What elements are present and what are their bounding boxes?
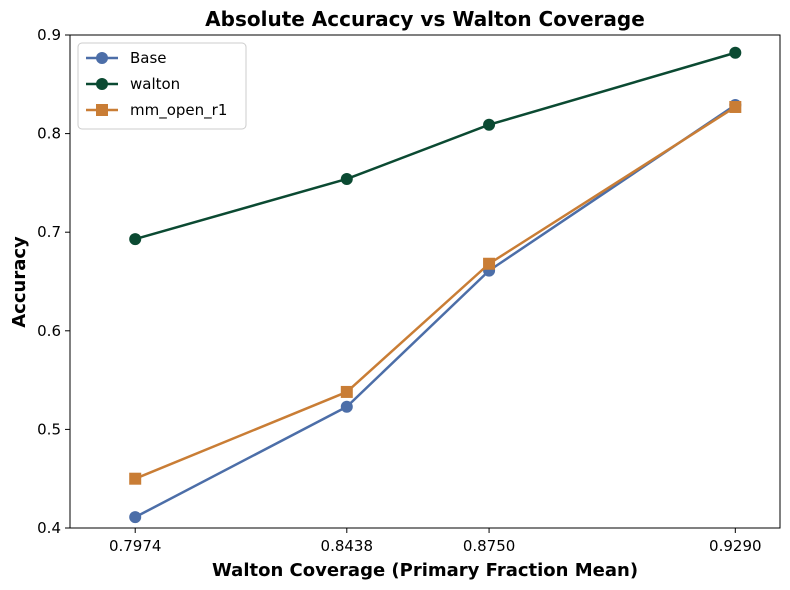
y-tick-label: 0.5 xyxy=(37,420,61,438)
series-line-walton xyxy=(134,51,736,241)
data-point-base xyxy=(340,400,353,413)
data-point-mm-open-r1 xyxy=(340,385,353,398)
x-tick-label: 0.8750 xyxy=(463,537,516,555)
legend-item-mm-open-r1: mm_open_r1 xyxy=(86,101,227,120)
y-axis-label: Accuracy xyxy=(9,236,30,328)
data-point-mm-open-r1 xyxy=(483,257,496,270)
legend-marker xyxy=(96,78,108,90)
legend-label: walton xyxy=(130,75,180,93)
legend-item-walton: walton xyxy=(86,75,180,93)
legend-box xyxy=(77,42,247,130)
y-tick-label: 0.4 xyxy=(37,519,61,537)
legend: Base walton mm_open_r1 xyxy=(77,42,247,130)
legend-label: mm_open_r1 xyxy=(130,101,227,120)
data-point-walton xyxy=(129,233,142,246)
data-point-walton xyxy=(340,172,353,185)
x-tick-label: 0.7974 xyxy=(109,537,162,555)
data-point-walton xyxy=(483,118,496,131)
y-tick-label: 0.8 xyxy=(37,125,61,143)
legend-marker xyxy=(96,52,108,64)
y-tick-label: 0.6 xyxy=(37,322,61,340)
data-point-walton xyxy=(729,46,742,59)
series-mm-open-r1 xyxy=(129,100,742,485)
legend-label: Base xyxy=(130,49,167,67)
legend-marker xyxy=(96,104,108,116)
series-line-base xyxy=(134,103,737,519)
series-line-mm-open-r1 xyxy=(134,105,736,480)
series-walton xyxy=(129,46,742,246)
data-point-mm-open-r1 xyxy=(129,472,142,485)
y-tick-label: 0.7 xyxy=(37,223,61,241)
data-point-base xyxy=(129,511,142,524)
legend-item-base: Base xyxy=(86,49,167,67)
data-point-mm-open-r1 xyxy=(729,100,742,113)
axes: 0.4 0.5 0.6 0.7 0.8 0.9 0.7974 0.8438 0.8750 0.92… xyxy=(37,26,761,555)
series-group xyxy=(129,46,742,524)
chart-title: Absolute Accuracy vs Walton Coverage xyxy=(205,7,645,31)
x-tick-label: 0.8438 xyxy=(321,537,374,555)
y-tick-label: 0.9 xyxy=(37,26,61,44)
x-axis-label: Walton Coverage (Primary Fraction Mean) xyxy=(212,560,638,581)
x-tick-label: 0.9290 xyxy=(709,537,762,555)
